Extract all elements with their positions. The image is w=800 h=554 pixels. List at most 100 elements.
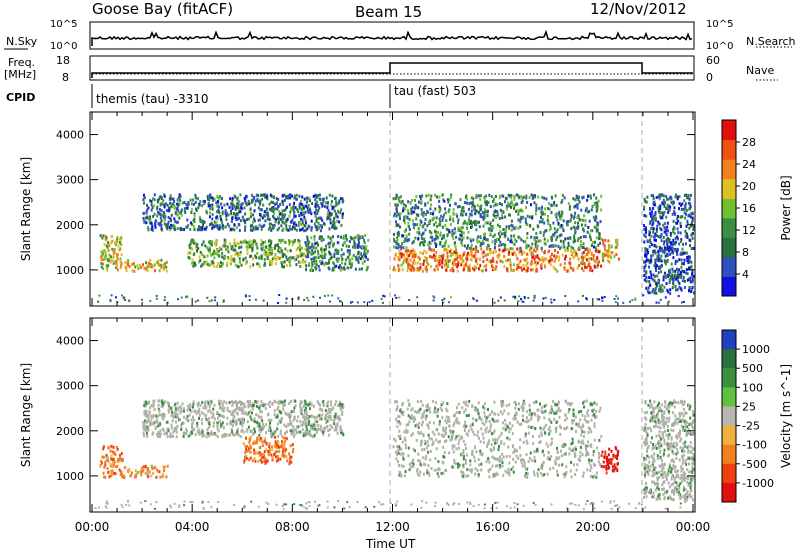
- scatter-cell: [275, 207, 278, 211]
- scatter-cell: [279, 203, 282, 206]
- scatter-cell: [288, 214, 291, 218]
- scatter-cell: [410, 209, 413, 213]
- scatter-cell: [281, 238, 284, 242]
- scatter-cell: [254, 203, 257, 207]
- scatter-cell: [224, 225, 227, 229]
- scatter-cell: [242, 420, 244, 424]
- scatter-cell: [410, 207, 413, 211]
- scatter-cell: [234, 208, 237, 212]
- scatter-cell: [469, 258, 472, 262]
- scatter-cell: [165, 269, 168, 273]
- scatter-cell: [260, 243, 263, 247]
- scatter-cell: [111, 239, 114, 243]
- scatter-cell: [163, 218, 166, 222]
- scatter-cell: [162, 203, 165, 207]
- scatter-cell: [166, 301, 169, 304]
- scatter-cell: [468, 267, 471, 271]
- scatter-cell: [598, 235, 601, 239]
- scatter-cell: [544, 250, 546, 253]
- scatter-cell: [257, 194, 260, 197]
- scatter-cell: [554, 244, 557, 248]
- scatter-cell: [671, 273, 674, 277]
- scatter-cell: [304, 241, 307, 244]
- scatter-cell: [313, 262, 316, 265]
- scatter-cell: [477, 235, 480, 239]
- scatter-cell: [685, 251, 688, 255]
- scatter-cell: [675, 267, 678, 271]
- scatter-cell: [321, 204, 324, 208]
- scatter-cell: [475, 259, 477, 263]
- scatter-cell: [665, 227, 668, 231]
- scatter-cell: [157, 263, 160, 267]
- scatter-region-2: [124, 258, 168, 273]
- scatter-cell: [451, 251, 454, 255]
- scatter-cell: [211, 217, 214, 221]
- scatter-cell: [335, 201, 338, 205]
- scatter-cell: [461, 256, 464, 260]
- scatter-cell: [178, 211, 181, 215]
- scatter-cell: [289, 400, 292, 404]
- scatter-cell: [263, 252, 266, 256]
- scatter-cell: [533, 201, 536, 205]
- scatter-cell: [668, 280, 671, 284]
- scatter-cell: [672, 219, 675, 223]
- scatter-cell: [652, 253, 655, 257]
- scatter-cell: [322, 254, 324, 258]
- scatter-cell: [142, 423, 145, 427]
- scatter-cell: [159, 432, 162, 436]
- scatter-cell: [258, 427, 261, 431]
- scatter-cell: [480, 241, 483, 245]
- scatter-cell: [273, 207, 276, 211]
- scatter-cell: [663, 230, 666, 234]
- scatter-cell: [485, 246, 488, 250]
- scatter-cell: [240, 429, 243, 433]
- scatter-cell: [304, 422, 307, 426]
- scatter-cell: [172, 224, 174, 228]
- scatter-cell: [499, 240, 502, 244]
- scatter-cell: [405, 252, 408, 256]
- scatter-cell: [235, 402, 238, 406]
- scatter-cell: [271, 249, 274, 253]
- scatter-cell: [664, 249, 667, 253]
- scatter-cell: [438, 223, 441, 227]
- scatter-cell: [549, 255, 552, 259]
- scatter-cell: [145, 261, 147, 265]
- scatter-cell: [401, 268, 404, 272]
- scatter-cell: [472, 197, 475, 201]
- scatter-cell: [447, 259, 450, 263]
- scatter-cell: [166, 420, 169, 424]
- scatter-cell: [159, 423, 162, 427]
- scatter-cell: [191, 202, 194, 206]
- scatter-cell: [210, 299, 213, 302]
- scatter-cell: [445, 262, 448, 266]
- scatter-cell: [503, 254, 506, 258]
- scatter-cell: [587, 194, 590, 198]
- scatter-cell: [310, 236, 313, 240]
- scatter-cell: [210, 411, 213, 415]
- scatter-cell: [430, 194, 433, 198]
- scatter-cell: [241, 418, 244, 422]
- scatter-cell: [216, 250, 218, 254]
- scatter-cell: [394, 196, 397, 200]
- scatter-cell: [414, 223, 416, 227]
- scatter-cell: [303, 403, 306, 407]
- scatter-cell: [677, 215, 679, 218]
- scatter-cell: [664, 273, 667, 277]
- scatter-cell: [307, 211, 310, 214]
- scatter-cell: [442, 254, 445, 258]
- scatter-cell: [263, 450, 266, 453]
- scatter-cell: [281, 400, 284, 404]
- scatter-cell: [266, 252, 269, 255]
- scatter-cell: [526, 214, 529, 218]
- scatter-cell: [251, 406, 254, 410]
- scatter-cell: [674, 269, 677, 273]
- scatter-cell: [519, 225, 522, 229]
- scatter-cell: [306, 296, 309, 299]
- scatter-cell: [408, 468, 411, 472]
- scatter-cell: [668, 207, 670, 211]
- scatter-cell: [273, 224, 276, 227]
- scatter-cell: [594, 260, 597, 264]
- scatter-cell: [500, 203, 503, 207]
- scatter-cell: [314, 416, 317, 420]
- scatter-cell: [510, 268, 513, 272]
